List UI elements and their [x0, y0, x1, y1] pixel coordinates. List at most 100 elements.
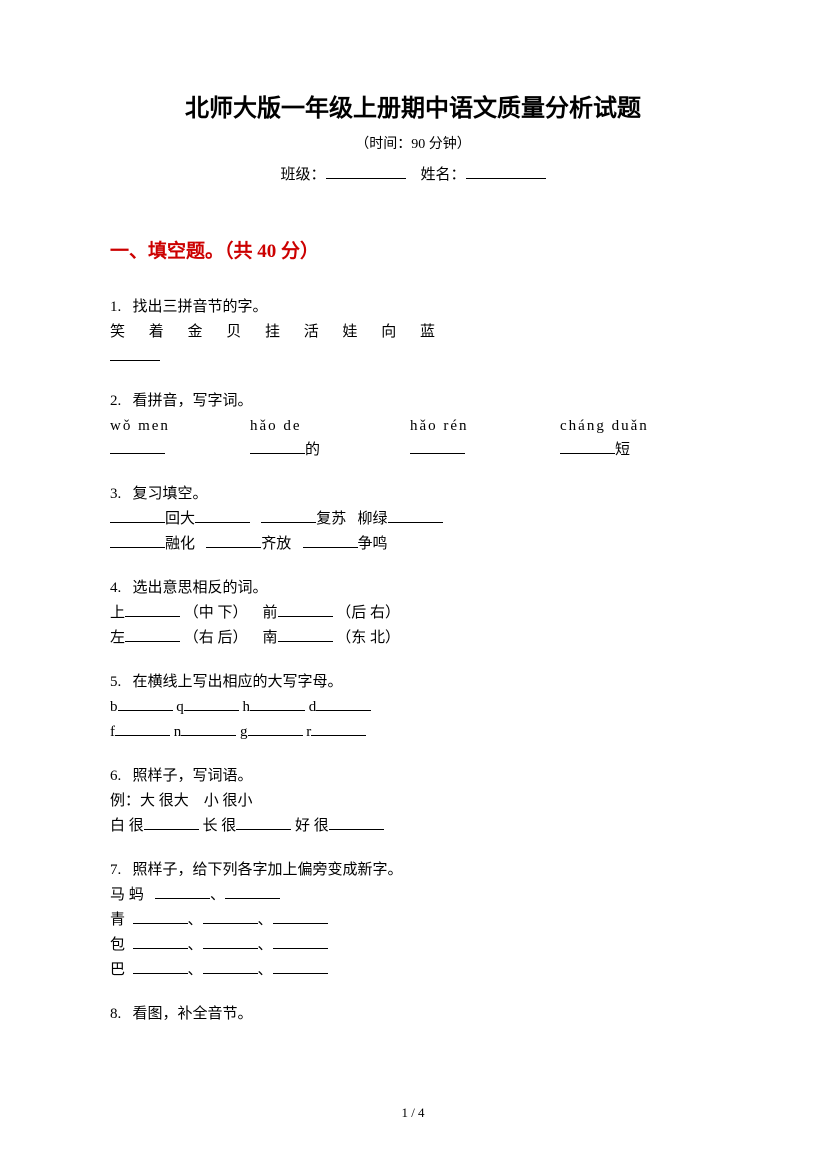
q4-a0-opt: （中 下） [184, 605, 248, 621]
name-label: 姓名： [421, 167, 466, 183]
q3-blank-5[interactable] [110, 533, 165, 548]
q7-c1-blank-2[interactable] [203, 934, 258, 949]
q7-c1-blank-1[interactable] [133, 934, 188, 949]
q2-prompt: 看拼音，写字词。 [133, 393, 253, 409]
q2-suffix-3: 短 [615, 442, 630, 458]
q7-c1-blank-3[interactable] [273, 934, 328, 949]
question-8: 8. 看图，补全音节。 [110, 1002, 716, 1026]
q6-prompt: 照样子，写词语。 [133, 768, 253, 784]
question-2: 2. 看拼音，写字词。 wǒ men hǎo de hǎo rén cháng … [110, 389, 716, 462]
q5-r1-0: b [110, 699, 118, 715]
class-blank[interactable] [326, 164, 406, 179]
q7-c2-blank-3[interactable] [273, 959, 328, 974]
q1-prompt: 找出三拼音节的字。 [133, 299, 268, 315]
q4-a1-opt: （右 后） [184, 630, 248, 646]
q8-prompt: 看图，补全音节。 [133, 1006, 253, 1022]
q4-b1: 南 [263, 630, 278, 646]
q4-prompt: 选出意思相反的词。 [133, 580, 268, 596]
q7-ex-blank-2[interactable] [225, 884, 280, 899]
q4-a1: 左 [110, 630, 125, 646]
name-blank[interactable] [466, 164, 546, 179]
page-footer: 1 / 4 [0, 1103, 826, 1124]
student-info-line: 班级： 姓名： [110, 163, 716, 187]
q3-blank-2[interactable] [195, 508, 250, 523]
q7-char-0: 青 [110, 912, 125, 928]
q5-blank-r2-0[interactable] [115, 721, 170, 736]
q4-num: 4. [110, 580, 121, 596]
q3-blank-3[interactable] [261, 508, 316, 523]
q2-pinyin-3: cháng duǎn [560, 418, 649, 434]
q5-prompt: 在横线上写出相应的大写字母。 [133, 674, 343, 690]
q8-num: 8. [110, 1006, 121, 1022]
q7-c2-blank-1[interactable] [133, 959, 188, 974]
q4-blank-a0[interactable] [125, 602, 180, 617]
class-label: 班级： [280, 167, 325, 183]
q7-c0-blank-2[interactable] [203, 909, 258, 924]
q2-suffix-1: 的 [305, 442, 320, 458]
q3-prompt: 复习填空。 [133, 486, 208, 502]
question-5: 5. 在横线上写出相应的大写字母。 b q h d f n g r [110, 670, 716, 744]
q6-item-1: 长 很 [203, 818, 237, 834]
q2-blank-3[interactable] [560, 439, 615, 454]
q6-num: 6. [110, 768, 121, 784]
q5-blank-r2-2[interactable] [248, 721, 303, 736]
q2-pinyin-0: wǒ men [110, 418, 170, 434]
q5-blank-r1-2[interactable] [250, 696, 305, 711]
q7-example: 马 蚂 [110, 887, 144, 903]
q4-blank-a1[interactable] [125, 627, 180, 642]
q6-item-2: 好 很 [295, 818, 329, 834]
q7-prompt: 照样子，给下列各字加上偏旁变成新字。 [133, 862, 403, 878]
q6-example: 例：大 很大 小 很小 [110, 789, 716, 813]
q5-blank-r2-1[interactable] [181, 721, 236, 736]
question-4: 4. 选出意思相反的词。 上 （中 下） 前 （后 右） 左 （右 后） 南 （… [110, 576, 716, 650]
q3-blank-1[interactable] [110, 508, 165, 523]
q5-blank-r1-0[interactable] [118, 696, 173, 711]
q4-b0-opt: （后 右） [336, 605, 400, 621]
section-1-heading: 一、填空题。（共 40 分） [110, 237, 716, 267]
question-3: 3. 复习填空。 回大 复苏 柳绿 融化 齐放 争鸣 [110, 482, 716, 556]
q3-l2p2: 齐放 [261, 536, 291, 552]
q5-blank-r1-1[interactable] [184, 696, 239, 711]
q7-num: 7. [110, 862, 121, 878]
q2-blank-0[interactable] [110, 439, 165, 454]
q3-blank-4[interactable] [388, 508, 443, 523]
q4-blank-b0[interactable] [278, 602, 333, 617]
q5-blank-r1-3[interactable] [316, 696, 371, 711]
q6-item-0: 白 很 [110, 818, 144, 834]
q5-blank-r2-3[interactable] [311, 721, 366, 736]
q2-blank-2[interactable] [410, 439, 465, 454]
page-title: 北师大版一年级上册期中语文质量分析试题 [110, 90, 716, 128]
q3-l1p3: 柳绿 [358, 511, 388, 527]
q7-ex-blank-1[interactable] [155, 884, 210, 899]
q4-a0: 上 [110, 605, 125, 621]
q4-b0: 前 [263, 605, 278, 621]
q2-num: 2. [110, 393, 121, 409]
question-7: 7. 照样子，给下列各字加上偏旁变成新字。 马 蚂 、 青 、、 包 、、 巴 … [110, 858, 716, 982]
question-6: 6. 照样子，写词语。 例：大 很大 小 很小 白 很 长 很 好 很 [110, 764, 716, 838]
q6-blank-0[interactable] [144, 815, 199, 830]
q6-blank-1[interactable] [236, 815, 291, 830]
q5-r1-2: h [243, 699, 251, 715]
q3-l2p1: 融化 [165, 536, 195, 552]
q1-blank[interactable] [110, 346, 160, 361]
q5-num: 5. [110, 674, 121, 690]
q7-c2-blank-2[interactable] [203, 959, 258, 974]
q4-b1-opt: （东 北） [336, 630, 400, 646]
q5-r1-3: d [309, 699, 317, 715]
page-subtitle: （时间：90 分钟） [110, 134, 716, 156]
q7-c0-blank-3[interactable] [273, 909, 328, 924]
q2-pinyin-1: hǎo de [250, 418, 302, 434]
q1-num: 1. [110, 299, 121, 315]
q3-l1p2: 复苏 [316, 511, 346, 527]
q6-blank-2[interactable] [329, 815, 384, 830]
q7-c0-blank-1[interactable] [133, 909, 188, 924]
question-1: 1. 找出三拼音节的字。 笑 着 金 贝 挂 活 娃 向 蓝 [110, 295, 716, 369]
q3-blank-7[interactable] [303, 533, 358, 548]
q5-r2-1: n [174, 724, 182, 740]
q7-char-2: 巴 [110, 962, 125, 978]
q3-blank-6[interactable] [206, 533, 261, 548]
q2-blank-1[interactable] [250, 439, 305, 454]
q7-char-1: 包 [110, 937, 125, 953]
q5-r2-2: g [240, 724, 248, 740]
q4-blank-b1[interactable] [278, 627, 333, 642]
